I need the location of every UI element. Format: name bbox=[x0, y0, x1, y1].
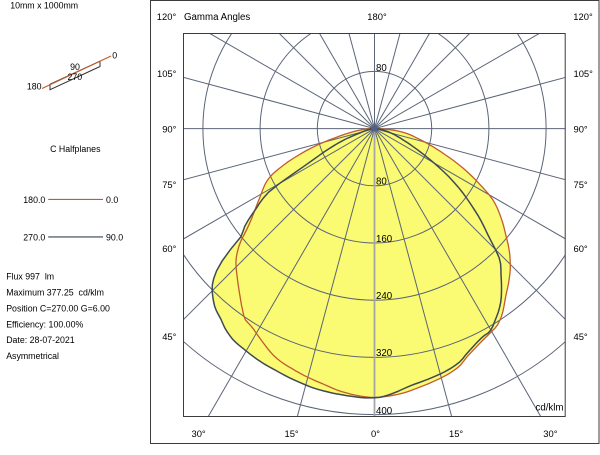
svg-text:Flux 997 lm: Flux 997 lm bbox=[6, 272, 54, 282]
svg-text:180: 180 bbox=[27, 81, 42, 91]
svg-text:90°: 90° bbox=[574, 123, 588, 134]
svg-text:0: 0 bbox=[112, 50, 117, 60]
svg-text:90: 90 bbox=[70, 62, 80, 72]
svg-text:Asymmetrical: Asymmetrical bbox=[6, 351, 59, 361]
svg-text:cd/klm: cd/klm bbox=[536, 403, 564, 414]
svg-text:120°: 120° bbox=[157, 11, 177, 22]
svg-text:15°: 15° bbox=[285, 428, 299, 439]
svg-text:60°: 60° bbox=[162, 243, 176, 254]
svg-text:0.0: 0.0 bbox=[106, 195, 118, 205]
svg-text:45°: 45° bbox=[574, 331, 588, 342]
svg-text:75°: 75° bbox=[574, 179, 588, 190]
svg-text:270.0: 270.0 bbox=[23, 232, 45, 242]
svg-text:75°: 75° bbox=[162, 179, 176, 190]
svg-text:0°: 0° bbox=[371, 428, 380, 439]
svg-text:120°: 120° bbox=[573, 11, 593, 22]
svg-text:30°: 30° bbox=[543, 428, 557, 439]
svg-text:45°: 45° bbox=[162, 331, 176, 342]
svg-text:Gamma Angles: Gamma Angles bbox=[184, 12, 250, 23]
svg-text:270: 270 bbox=[67, 72, 82, 82]
svg-text:Date: 28-07-2021: Date: 28-07-2021 bbox=[6, 335, 75, 345]
svg-text:10mm x 1000mm: 10mm x 1000mm bbox=[10, 0, 78, 10]
svg-text:320: 320 bbox=[376, 348, 393, 359]
svg-text:80: 80 bbox=[376, 63, 387, 74]
svg-text:90°: 90° bbox=[162, 123, 176, 134]
svg-text:80: 80 bbox=[376, 177, 387, 188]
svg-text:90.0: 90.0 bbox=[106, 232, 123, 242]
svg-text:180.0: 180.0 bbox=[23, 195, 45, 205]
svg-text:240: 240 bbox=[376, 291, 393, 302]
svg-text:105°: 105° bbox=[157, 68, 177, 79]
svg-text:Maximum 377.25 cd/klm: Maximum 377.25 cd/klm bbox=[6, 288, 104, 298]
svg-text:15°: 15° bbox=[449, 428, 463, 439]
svg-text:Efficiency: 100.00%: Efficiency: 100.00% bbox=[6, 319, 83, 329]
svg-text:Position C=270.00 G=6.00: Position C=270.00 G=6.00 bbox=[6, 303, 110, 313]
svg-text:400: 400 bbox=[376, 406, 393, 417]
svg-text:105°: 105° bbox=[574, 68, 594, 79]
svg-text:180°: 180° bbox=[367, 11, 387, 22]
svg-text:160: 160 bbox=[376, 234, 393, 245]
svg-text:30°: 30° bbox=[192, 428, 206, 439]
svg-text:60°: 60° bbox=[574, 243, 588, 254]
svg-text:C Halfplanes: C Halfplanes bbox=[50, 144, 101, 154]
